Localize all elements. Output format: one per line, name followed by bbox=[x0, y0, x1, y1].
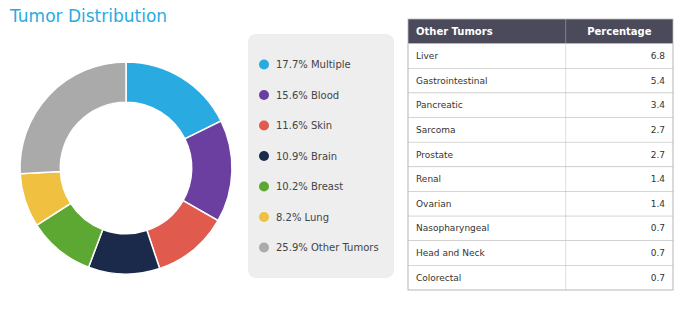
table-cell-label: Renal bbox=[416, 174, 441, 184]
legend-swatch bbox=[259, 151, 269, 161]
table-cell-value: 2.7 bbox=[651, 150, 665, 160]
legend-swatch bbox=[259, 121, 269, 131]
table: Other Tumors Percentage Liver 6.8 Gastrointe… bbox=[408, 19, 673, 290]
chart-container: Tumor Distribution 17.7% Multiple 15.6% Bl… bbox=[0, 0, 680, 309]
legend-label: 10.9% Brain bbox=[276, 151, 337, 162]
table-cell-value: 3.4 bbox=[651, 100, 666, 110]
donut-slice bbox=[147, 201, 218, 269]
table-cell-label: Liver bbox=[416, 51, 438, 61]
table-border bbox=[408, 19, 673, 290]
table-row bbox=[408, 265, 673, 290]
table-cell-label: Colorectal bbox=[416, 273, 461, 283]
title: Tumor Distribution bbox=[9, 6, 167, 26]
table-row bbox=[408, 93, 673, 118]
legend-background bbox=[248, 34, 394, 278]
legend-label: 17.7% Multiple bbox=[276, 59, 351, 70]
table-header: Percentage bbox=[587, 26, 652, 37]
table-cell-label: Gastrointestinal bbox=[416, 76, 487, 86]
table-row bbox=[408, 142, 673, 167]
legend: 17.7% Multiple 15.6% Blood 11.6% Skin 10.9%… bbox=[248, 34, 394, 278]
legend-label: 8.2% Lung bbox=[276, 212, 329, 223]
table-cell-value: 0.7 bbox=[651, 273, 665, 283]
table-cell-value: 1.4 bbox=[651, 199, 666, 209]
legend-swatch bbox=[259, 60, 269, 70]
donut-slice bbox=[20, 62, 126, 174]
table-cell-value: 0.7 bbox=[651, 248, 665, 258]
legend-swatch bbox=[259, 243, 269, 253]
table-row bbox=[408, 68, 673, 93]
legend-label: 25.9% Other Tumors bbox=[276, 242, 379, 253]
table-cell-label: Sarcoma bbox=[416, 125, 455, 135]
table-cell-value: 1.4 bbox=[651, 174, 666, 184]
table-row bbox=[408, 167, 673, 192]
legend-label: 10.2% Breast bbox=[276, 181, 343, 192]
table-cell-value: 5.4 bbox=[651, 76, 666, 86]
table-row bbox=[408, 241, 673, 266]
table-cell-label: Pancreatic bbox=[416, 100, 463, 110]
table-cell-value: 6.8 bbox=[651, 51, 666, 61]
chart-svg: Tumor Distribution 17.7% Multiple 15.6% Bl… bbox=[0, 0, 680, 309]
legend-label: 11.6% Skin bbox=[276, 120, 332, 131]
legend-label: 15.6% Blood bbox=[276, 90, 339, 101]
table-cell-label: Head and Neck bbox=[416, 248, 485, 258]
table-row bbox=[408, 118, 673, 143]
background bbox=[0, 0, 680, 309]
table-header: Other Tumors bbox=[416, 26, 493, 37]
donut bbox=[20, 62, 232, 274]
table-row bbox=[408, 216, 673, 241]
legend-swatch bbox=[259, 212, 269, 222]
table-row bbox=[408, 191, 673, 216]
legend-swatch bbox=[259, 182, 269, 192]
table-cell-label: Nasopharyngeal bbox=[416, 223, 489, 233]
legend-swatch bbox=[259, 90, 269, 100]
table-header-background bbox=[408, 19, 673, 44]
table-cell-label: Ovarian bbox=[416, 199, 451, 209]
table-cell-label: Prostate bbox=[416, 150, 454, 160]
table-column-separator bbox=[565, 19, 566, 290]
donut-slice bbox=[20, 172, 70, 226]
table-cell-value: 0.7 bbox=[651, 223, 665, 233]
table-row bbox=[408, 44, 673, 69]
table-cell-value: 2.7 bbox=[651, 125, 665, 135]
